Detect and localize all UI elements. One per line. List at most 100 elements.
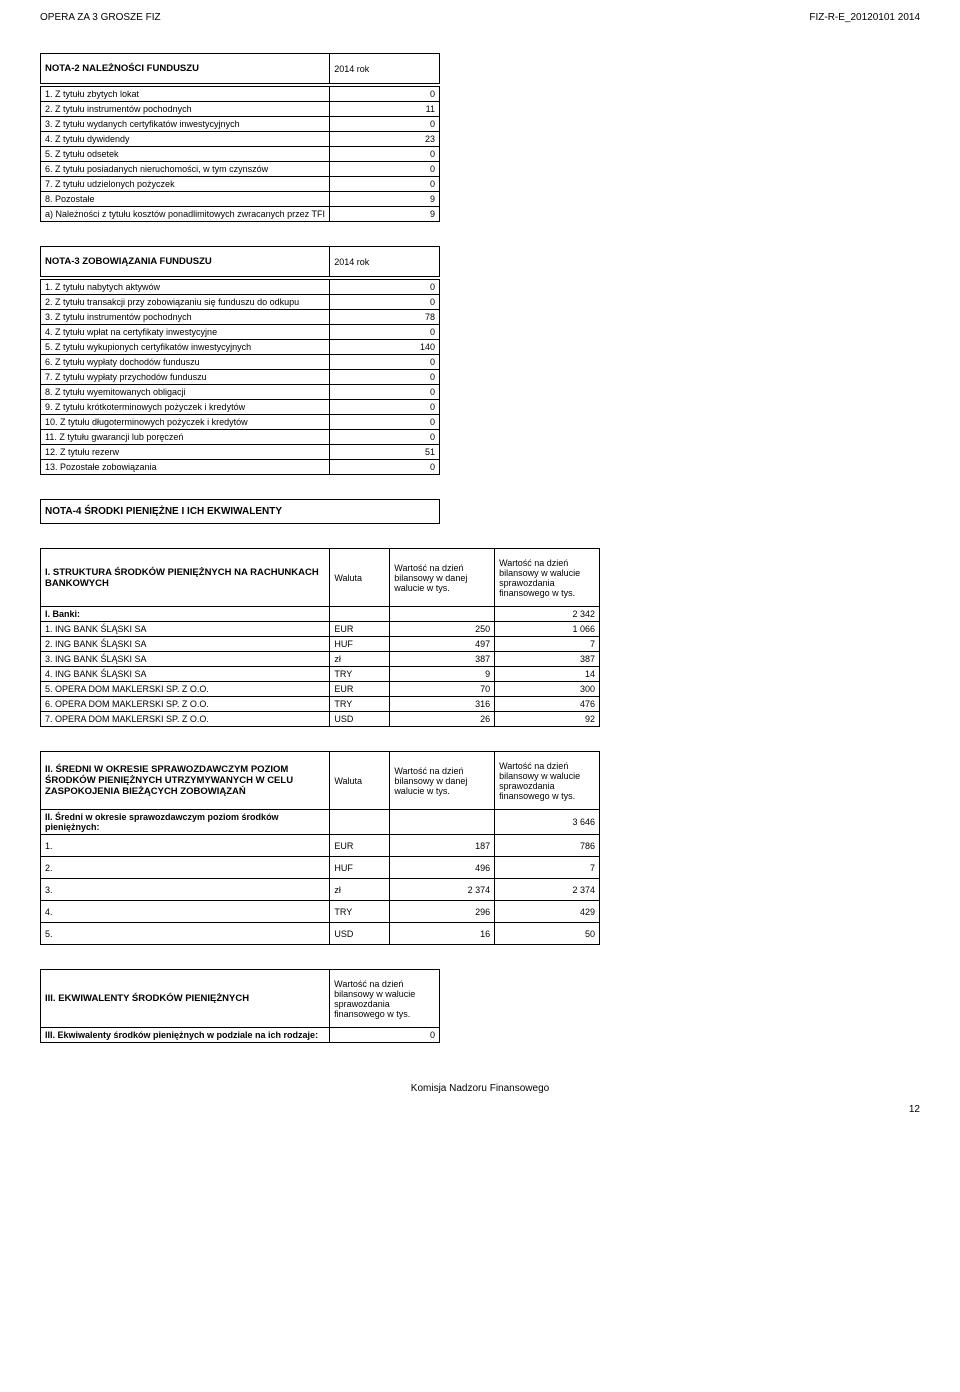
nota3-row-label: 12. Z tytułu rezerw [41, 445, 330, 460]
nota3-row-value: 0 [330, 280, 440, 295]
nota4-s1-banks-v1 [390, 607, 495, 622]
nota3-title: NOTA-3 ZOBOWIĄZANIA FUNDUSZU [41, 247, 330, 277]
nota2-row-value: 0 [330, 147, 440, 162]
nota2-row-label: 7. Z tytułu udzielonych pożyczek [41, 177, 330, 192]
nota3-row-value: 0 [330, 400, 440, 415]
nota4-s1-row-cur: TRY [330, 667, 390, 682]
nota4-s2-waluta-head: Waluta [330, 752, 390, 810]
nota4-s1-row-v2: 300 [495, 682, 600, 697]
nota4-s1-title: I. STRUKTURA ŚRODKÓW PIENIĘŻNYCH NA RACH… [41, 549, 330, 607]
nota3-row-value: 0 [330, 415, 440, 430]
nota4-s2-row-label: 5. [41, 923, 330, 945]
nota4-s2-row-v1: 187 [390, 835, 495, 857]
nota4-s1-row-v1: 9 [390, 667, 495, 682]
nota4-s2-h2: Wartość na dzień bilansowy w walucie spr… [495, 752, 600, 810]
nota4-s2-row-cur: EUR [330, 835, 390, 857]
nota2-row-value: 0 [330, 177, 440, 192]
nota2-row-value: 0 [330, 87, 440, 102]
nota3-row-value: 0 [330, 370, 440, 385]
nota3-row-value: 0 [330, 325, 440, 340]
nota3-row-label: 4. Z tytułu wpłat na certyfikaty inwesty… [41, 325, 330, 340]
nota4-s1-row-v2: 14 [495, 667, 600, 682]
nota4-s2-row-label: 1. [41, 835, 330, 857]
nota3-period: 2014 rok [330, 247, 440, 277]
nota4-s1-row-label: 2. ING BANK ŚLĄSKI SA [41, 637, 330, 652]
nota4-s2-row-cur: zł [330, 879, 390, 901]
page-footer: Komisja Nadzoru Finansowego [40, 1083, 920, 1094]
nota3-row-label: 10. Z tytułu długoterminowych pożyczek i… [41, 415, 330, 430]
nota4-s2-row-label: 4. [41, 901, 330, 923]
nota3-row-value: 0 [330, 430, 440, 445]
nota4-s1-row-v2: 92 [495, 712, 600, 727]
nota4-s2-h1: Wartość na dzień bilansowy w danej waluc… [390, 752, 495, 810]
nota3-row-label: 3. Z tytułu instrumentów pochodnych [41, 310, 330, 325]
nota4-s2-row-cur: TRY [330, 901, 390, 923]
nota4-s1-banks-cur [330, 607, 390, 622]
nota4-s1-row-v1: 497 [390, 637, 495, 652]
nota2-row-label: a) Należności z tytułu kosztów ponadlimi… [41, 207, 330, 222]
nota4-s1-waluta-head: Waluta [330, 549, 390, 607]
nota4-s2-row-cur: USD [330, 923, 390, 945]
header-right: FIZ-R-E_20120101 2014 [809, 12, 920, 23]
nota2-row-label: 3. Z tytułu wydanych certyfikatów inwest… [41, 117, 330, 132]
nota2-table: NOTA-2 NALEŻNOŚCI FUNDUSZU 2014 rok [40, 53, 440, 84]
nota3-row-value: 0 [330, 355, 440, 370]
nota4-s2-row-v2: 786 [495, 835, 600, 857]
nota3-row-label: 2. Z tytułu transakcji przy zobowiązaniu… [41, 295, 330, 310]
nota2-row-label: 1. Z tytułu zbytych lokat [41, 87, 330, 102]
nota4-s1-table: I. STRUKTURA ŚRODKÓW PIENIĘŻNYCH NA RACH… [40, 548, 600, 727]
nota4-s2-row-v2: 2 374 [495, 879, 600, 901]
nota4-s2-title: II. ŚREDNI W OKRESIE SPRAWOZDAWCZYM POZI… [41, 752, 330, 810]
nota4-s2-row-cur: HUF [330, 857, 390, 879]
nota4-s1-row-label: 5. OPERA DOM MAKLERSKI SP. Z O.O. [41, 682, 330, 697]
nota4-s1-row-label: 1. ING BANK ŚLĄSKI SA [41, 622, 330, 637]
nota2-row-value: 23 [330, 132, 440, 147]
nota4-s2-row-v2: 7 [495, 857, 600, 879]
nota2-body: 1. Z tytułu zbytych lokat02. Z tytułu in… [40, 86, 440, 222]
nota4-title: NOTA-4 ŚRODKI PIENIĘŻNE I ICH EKWIWALENT… [41, 500, 440, 524]
nota4-s1-row-v2: 476 [495, 697, 600, 712]
nota4-s2-sub-label: II. Średni w okresie sprawozdawczym pozi… [41, 810, 330, 835]
nota2-row-value: 0 [330, 117, 440, 132]
nota2-row-value: 11 [330, 102, 440, 117]
nota4-s2-row-v2: 429 [495, 901, 600, 923]
nota4-s3-h: Wartość na dzień bilansowy w walucie spr… [330, 970, 440, 1028]
nota3-row-value: 140 [330, 340, 440, 355]
nota4-s2-sub-v1 [390, 810, 495, 835]
nota3-row-value: 0 [330, 460, 440, 475]
nota4-title-table: NOTA-4 ŚRODKI PIENIĘŻNE I ICH EKWIWALENT… [40, 499, 440, 524]
nota3-row-label: 9. Z tytułu krótkoterminowych pożyczek i… [41, 400, 330, 415]
nota2-row-value: 9 [330, 207, 440, 222]
nota3-row-value: 78 [330, 310, 440, 325]
header-left: OPERA ZA 3 GROSZE FIZ [40, 12, 161, 23]
nota3-row-value: 0 [330, 295, 440, 310]
nota3-row-value: 51 [330, 445, 440, 460]
nota4-s1-row-cur: zł [330, 652, 390, 667]
nota3-row-label: 5. Z tytułu wykupionych certyfikatów inw… [41, 340, 330, 355]
nota3-row-label: 8. Z tytułu wyemitowanych obligacji [41, 385, 330, 400]
nota3-body: 1. Z tytułu nabytych aktywów02. Z tytułu… [40, 279, 440, 475]
nota4-s3-table: III. EKWIWALENTY ŚRODKÓW PIENIĘŻNYCH War… [40, 969, 440, 1043]
nota3-row-label: 7. Z tytułu wypłaty przychodów funduszu [41, 370, 330, 385]
nota3-row-label: 11. Z tytułu gwarancji lub poręczeń [41, 430, 330, 445]
nota2-row-label: 5. Z tytułu odsetek [41, 147, 330, 162]
nota4-s1-row-v2: 387 [495, 652, 600, 667]
nota4-s2-sub-cur [330, 810, 390, 835]
nota4-s1-row-v1: 250 [390, 622, 495, 637]
nota4-s1-row-v1: 387 [390, 652, 495, 667]
nota4-s1-h1: Wartość na dzień bilansowy w danej waluc… [390, 549, 495, 607]
nota2-row-label: 8. Pozostałe [41, 192, 330, 207]
nota3-table: NOTA-3 ZOBOWIĄZANIA FUNDUSZU 2014 rok [40, 246, 440, 277]
nota4-s1-row-cur: HUF [330, 637, 390, 652]
nota4-s2-row-v1: 496 [390, 857, 495, 879]
nota2-title: NOTA-2 NALEŻNOŚCI FUNDUSZU [41, 54, 330, 84]
nota4-s1-row-cur: EUR [330, 682, 390, 697]
nota4-s2-row-v2: 50 [495, 923, 600, 945]
nota4-s1-banks-total: 2 342 [495, 607, 600, 622]
nota2-row-label: 6. Z tytułu posiadanych nieruchomości, w… [41, 162, 330, 177]
nota2-row-value: 9 [330, 192, 440, 207]
nota4-s1-row-v2: 7 [495, 637, 600, 652]
nota2-row-label: 2. Z tytułu instrumentów pochodnych [41, 102, 330, 117]
nota2-period: 2014 rok [330, 54, 440, 84]
nota4-s3-value: 0 [330, 1028, 440, 1043]
